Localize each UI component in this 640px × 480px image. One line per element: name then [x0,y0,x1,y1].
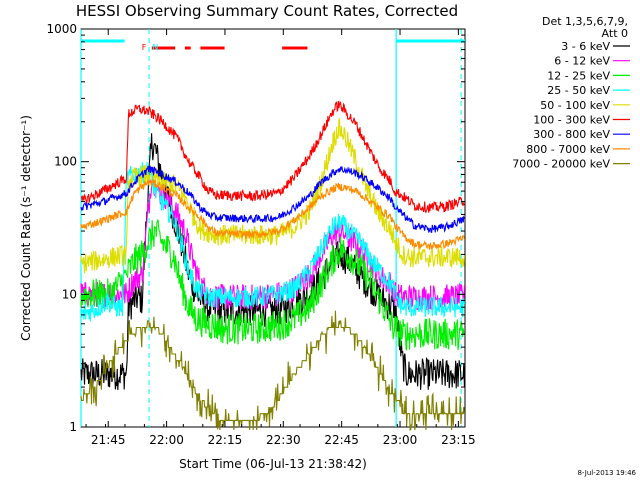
x-tick-label-0: 21:45 [91,433,126,447]
legend-label-4: 50 - 100 keV [540,99,610,112]
y-tick-label-1: 10 [62,287,77,301]
legend-label-5: 100 - 300 keV [533,114,610,127]
chart-title: HESSI Observing Summary Count Rates, Cor… [76,2,458,20]
series-line-5 [80,100,465,214]
attenuator-lines [80,29,465,427]
series-line-2 [80,219,465,351]
legend-label-1: 6 - 12 keV [554,55,610,68]
y-tick-label-0: 1 [69,420,77,434]
y-axis-label: Corrected Count Rate (s⁻¹ detector⁻¹) [19,115,33,341]
x-tick-label-2: 22:15 [208,433,243,447]
legend-header-line2: Att 0 [602,27,628,40]
series-line-4 [80,118,465,274]
series-line-6 [80,165,465,234]
x-tick-label-6: 23:15 [441,433,476,447]
series-line-8 [80,310,465,432]
plot-area [80,28,466,428]
timestamp: 8-Jul-2013 19:46 [577,469,636,477]
axes: 21:45 22:00 22:15 22:30 22:45 23:00 23:15 1 10 10… [46,22,475,447]
x-axis-label: Start Time (06-Jul-13 21:38:42) [179,457,367,471]
series-layer [80,100,465,432]
legend-header-line1: Det 1,3,5,6,7,9, [542,15,628,28]
x-tick-label-3: 22:30 [266,433,301,447]
legend-label-0: 3 - 6 keV [561,40,610,53]
plot-frame [80,28,466,428]
legend-label-3: 25 - 50 keV [547,84,610,97]
legend-label-8: 7000 - 20000 keV [512,158,610,171]
y-tick-label-3: 1000 [46,22,77,36]
y-tick-label-2: 100 [54,155,77,169]
legend-label-7: 800 - 7000 keV [526,143,610,156]
legend-label-2: 12 - 25 keV [547,69,610,82]
flag-label-f: F [142,43,147,52]
x-tick-label-1: 22:00 [149,433,184,447]
legend: Det 1,3,5,6,7,9, Att 0 3 - 6 keV 6 - 12 k… [512,15,630,171]
x-tick-label-5: 23:00 [383,433,418,447]
flag-label-n: N [152,43,158,52]
legend-label-6: 300 - 800 keV [533,128,610,141]
series-line-7 [80,179,465,251]
x-tick-label-4: 22:45 [324,433,359,447]
